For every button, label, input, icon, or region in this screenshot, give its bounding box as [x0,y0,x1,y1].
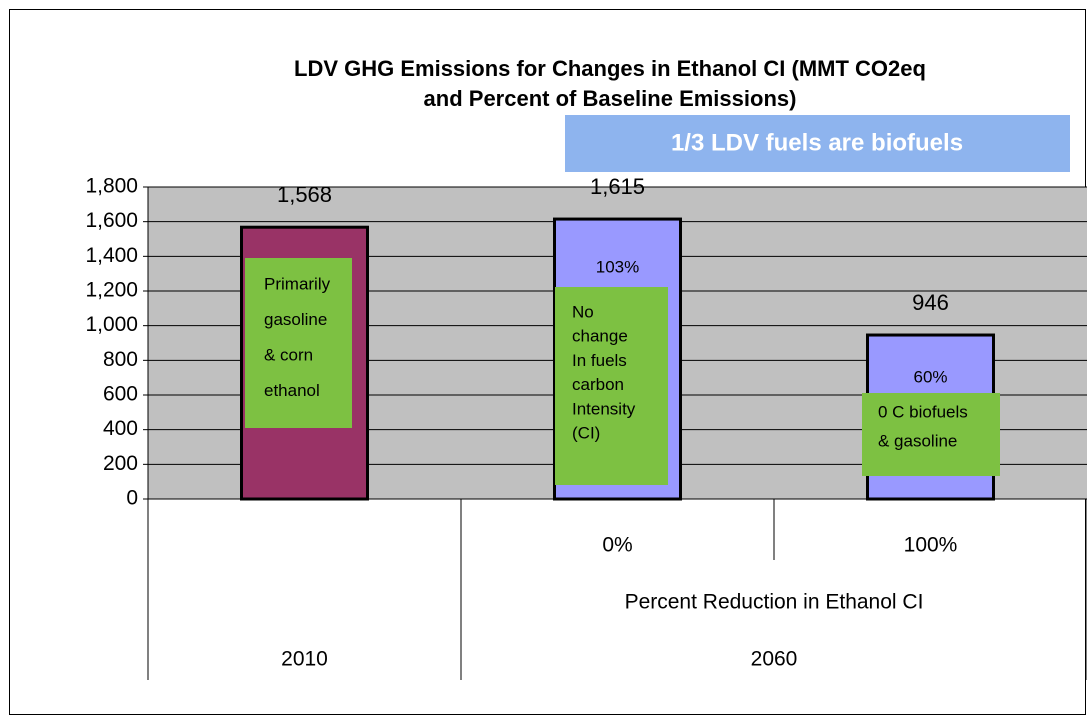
annotation-text: & gasoline [878,431,957,450]
chart-title: LDV GHG Emissions for Changes in Ethanol… [294,56,926,81]
y-tick-label: 1,600 [85,209,138,232]
group-label: 2010 [281,648,328,671]
banner [565,115,1070,172]
x-tick-label: 0% [602,534,632,557]
y-tick-label: 600 [103,383,138,406]
annotation-text: gasoline [264,310,327,329]
value-label: 1,568 [277,182,332,207]
annotation-text: carbon [572,375,624,394]
y-tick-label: 1,400 [85,244,138,267]
y-tick-label: 200 [103,452,138,475]
y-tick-label: 1,000 [85,313,138,336]
x-axis-label: Percent Reduction in Ethanol CI [625,591,924,614]
annotation-box [245,258,352,428]
y-tick-label: 800 [103,348,138,371]
value-label: 946 [912,290,949,315]
annotation-text: ethanol [264,381,320,400]
banner-text: 1/3 LDV fuels are biofuels [671,129,963,156]
y-tick-label: 1,800 [85,175,138,198]
annotation-text: 0 C biofuels [878,402,968,421]
annotation-text: In fuels [572,351,627,370]
y-tick-label: 0 [126,487,138,510]
percent-label: 103% [596,257,639,276]
y-tick-label: 1,200 [85,279,138,302]
annotation-text: Primarily [264,274,331,293]
percent-label: 60% [913,367,947,386]
group-label: 2060 [751,648,798,671]
annotation-text: Intensity [572,399,636,418]
x-tick-label: 100% [904,534,958,557]
y-tick-label: 400 [103,417,138,440]
annotation-box [862,393,1000,476]
annotation-text: change [572,327,628,346]
value-label: 1,615 [590,174,645,199]
chart-title: and Percent of Baseline Emissions) [424,86,797,111]
annotation-box [555,287,668,485]
annotation-text: (CI) [572,423,600,442]
annotation-text: No [572,302,594,321]
annotation-text: & corn [264,345,313,364]
